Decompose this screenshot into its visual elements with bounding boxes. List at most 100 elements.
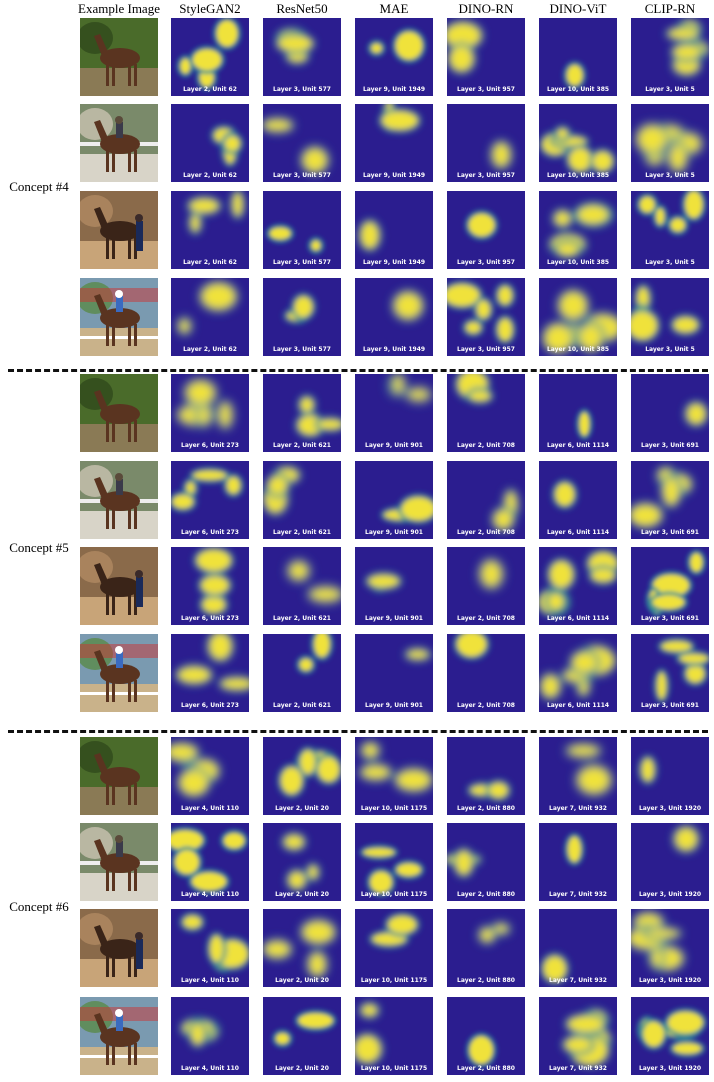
unit-caption: Layer 3, Unit 957 — [457, 172, 515, 179]
activation-heatmap: Layer 3, Unit 957 — [447, 18, 525, 96]
activation-heatmap: Layer 9, Unit 901 — [355, 461, 433, 539]
activation-heatmap: Layer 2, Unit 62 — [171, 18, 249, 96]
activation-heatmap: Layer 9, Unit 1949 — [355, 278, 433, 356]
column-header-dino-vit: DINO-ViT — [549, 1, 607, 16]
concept-label: Concept #4 — [9, 179, 69, 194]
unit-caption: Layer 3, Unit 691 — [641, 529, 699, 536]
unit-caption: Layer 10, Unit 385 — [546, 259, 610, 266]
unit-caption: Layer 2, Unit 20 — [275, 805, 329, 812]
activation-heatmap: Layer 3, Unit 577 — [263, 191, 341, 269]
activation-heatmap: Layer 2, Unit 20 — [263, 909, 341, 987]
unit-caption: Layer 3, Unit 5 — [645, 86, 695, 93]
unit-caption: Layer 2, Unit 880 — [457, 891, 515, 898]
unit-caption: Layer 6, Unit 273 — [181, 615, 239, 622]
unit-caption: Layer 7, Unit 932 — [549, 805, 607, 812]
example-image — [80, 547, 158, 625]
unit-caption: Layer 2, Unit 621 — [273, 442, 331, 449]
unit-caption: Layer 6, Unit 273 — [181, 529, 239, 536]
activation-heatmap: Layer 10, Unit 1175 — [355, 737, 433, 815]
unit-caption: Layer 9, Unit 1949 — [362, 86, 426, 93]
activation-heatmap: Layer 2, Unit 880 — [447, 909, 525, 987]
unit-caption: Layer 7, Unit 932 — [549, 977, 607, 984]
unit-caption: Layer 3, Unit 1920 — [638, 1065, 702, 1072]
unit-caption: Layer 2, Unit 621 — [273, 529, 331, 536]
activation-heatmap: Layer 10, Unit 1175 — [355, 997, 433, 1075]
example-image — [80, 634, 158, 712]
unit-caption: Layer 3, Unit 957 — [457, 259, 515, 266]
activation-heatmap: Layer 10, Unit 385 — [539, 18, 617, 96]
activation-heatmap: Layer 2, Unit 62 — [171, 104, 249, 182]
unit-caption: Layer 6, Unit 273 — [181, 702, 239, 709]
unit-caption: Layer 9, Unit 901 — [365, 615, 423, 622]
example-image — [80, 823, 158, 901]
activation-heatmap: Layer 6, Unit 273 — [171, 634, 249, 712]
activation-heatmap: Layer 9, Unit 901 — [355, 634, 433, 712]
unit-caption: Layer 2, Unit 880 — [457, 805, 515, 812]
activation-heatmap: Layer 3, Unit 691 — [631, 374, 709, 452]
concept-label: Concept #5 — [9, 540, 69, 555]
unit-caption: Layer 7, Unit 932 — [549, 891, 607, 898]
example-image — [80, 997, 158, 1075]
unit-caption: Layer 9, Unit 901 — [365, 702, 423, 709]
unit-caption: Layer 9, Unit 1949 — [362, 172, 426, 179]
activation-heatmap: Layer 4, Unit 110 — [171, 823, 249, 901]
unit-caption: Layer 2, Unit 708 — [457, 702, 515, 709]
activation-heatmap: Layer 7, Unit 932 — [539, 823, 617, 901]
unit-caption: Layer 6, Unit 1114 — [546, 702, 610, 709]
unit-caption: Layer 2, Unit 62 — [183, 346, 237, 353]
example-image — [80, 191, 158, 269]
concept-label: Concept #6 — [9, 899, 69, 914]
unit-caption: Layer 3, Unit 957 — [457, 86, 515, 93]
unit-caption: Layer 3, Unit 5 — [645, 172, 695, 179]
activation-heatmap: Layer 9, Unit 1949 — [355, 104, 433, 182]
column-header-resnet50: ResNet50 — [276, 1, 328, 16]
activation-heatmap: Layer 3, Unit 957 — [447, 278, 525, 356]
activation-heatmap: Layer 3, Unit 691 — [631, 461, 709, 539]
activation-heatmap: Layer 2, Unit 621 — [263, 547, 341, 625]
unit-caption: Layer 9, Unit 901 — [365, 442, 423, 449]
activation-heatmap: Layer 10, Unit 1175 — [355, 909, 433, 987]
unit-caption: Layer 3, Unit 691 — [641, 615, 699, 622]
activation-heatmap: Layer 3, Unit 957 — [447, 104, 525, 182]
activation-heatmap: Layer 2, Unit 621 — [263, 461, 341, 539]
activation-heatmap: Layer 2, Unit 621 — [263, 374, 341, 452]
activation-heatmap: Layer 7, Unit 932 — [539, 737, 617, 815]
unit-caption: Layer 3, Unit 577 — [273, 172, 331, 179]
activation-heatmap: Layer 3, Unit 957 — [447, 191, 525, 269]
unit-caption: Layer 2, Unit 20 — [275, 1065, 329, 1072]
activation-heatmap: Layer 3, Unit 577 — [263, 104, 341, 182]
unit-caption: Layer 10, Unit 385 — [546, 172, 610, 179]
column-header-example-image: Example Image — [78, 1, 160, 16]
activation-heatmap: Layer 7, Unit 932 — [539, 909, 617, 987]
unit-caption: Layer 3, Unit 957 — [457, 346, 515, 353]
activation-heatmap: Layer 3, Unit 5 — [631, 278, 709, 356]
unit-caption: Layer 6, Unit 1114 — [546, 529, 610, 536]
activation-heatmap: Layer 3, Unit 577 — [263, 18, 341, 96]
unit-caption: Layer 2, Unit 20 — [275, 977, 329, 984]
unit-caption: Layer 10, Unit 1175 — [360, 1065, 428, 1072]
activation-heatmap: Layer 9, Unit 901 — [355, 547, 433, 625]
activation-heatmap: Layer 10, Unit 385 — [539, 278, 617, 356]
activation-heatmap: Layer 6, Unit 273 — [171, 547, 249, 625]
activation-heatmap: Layer 3, Unit 691 — [631, 547, 709, 625]
column-header-clip-rn: CLIP-RN — [644, 1, 696, 16]
activation-heatmap: Layer 3, Unit 1920 — [631, 997, 709, 1075]
activation-heatmap: Layer 2, Unit 708 — [447, 634, 525, 712]
unit-caption: Layer 10, Unit 1175 — [360, 977, 428, 984]
example-image — [80, 278, 158, 356]
unit-caption: Layer 2, Unit 621 — [273, 702, 331, 709]
activation-heatmap: Layer 2, Unit 62 — [171, 191, 249, 269]
unit-caption: Layer 2, Unit 880 — [457, 1065, 515, 1072]
activation-heatmap: Layer 3, Unit 1920 — [631, 737, 709, 815]
unit-caption: Layer 3, Unit 1920 — [638, 805, 702, 812]
unit-caption: Layer 6, Unit 1114 — [546, 442, 610, 449]
example-image — [80, 18, 158, 96]
activation-heatmap: Layer 2, Unit 20 — [263, 997, 341, 1075]
activation-heatmap: Layer 7, Unit 932 — [539, 997, 617, 1075]
example-image — [80, 909, 158, 987]
activation-heatmap: Layer 3, Unit 5 — [631, 191, 709, 269]
unit-caption: Layer 2, Unit 708 — [457, 442, 515, 449]
unit-caption: Layer 2, Unit 621 — [273, 615, 331, 622]
activation-heatmap: Layer 3, Unit 577 — [263, 278, 341, 356]
activation-heatmap: Layer 4, Unit 110 — [171, 737, 249, 815]
